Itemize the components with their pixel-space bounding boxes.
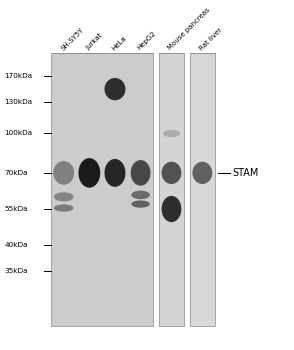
Ellipse shape — [163, 130, 180, 137]
Text: Mouse pancreas: Mouse pancreas — [167, 7, 212, 51]
Ellipse shape — [131, 160, 151, 186]
Ellipse shape — [162, 162, 181, 184]
Text: 130kDa: 130kDa — [4, 99, 32, 105]
Text: 170kDa: 170kDa — [4, 73, 32, 79]
Text: 55kDa: 55kDa — [4, 206, 28, 212]
Ellipse shape — [53, 161, 74, 185]
Ellipse shape — [131, 191, 150, 199]
Text: SH-SY5Y: SH-SY5Y — [59, 26, 84, 51]
Ellipse shape — [54, 192, 74, 202]
Text: 40kDa: 40kDa — [4, 242, 28, 248]
Ellipse shape — [193, 162, 212, 184]
Ellipse shape — [104, 159, 126, 187]
Bar — [190, 53, 215, 326]
Ellipse shape — [104, 78, 126, 100]
Ellipse shape — [162, 196, 181, 222]
Ellipse shape — [78, 158, 100, 188]
Text: 35kDa: 35kDa — [4, 268, 28, 274]
Text: 70kDa: 70kDa — [4, 170, 28, 176]
Text: 100kDa: 100kDa — [4, 131, 32, 137]
Text: Jurkat: Jurkat — [85, 33, 104, 51]
Text: Rat liver: Rat liver — [198, 27, 223, 51]
Text: HeLa: HeLa — [111, 35, 127, 51]
Bar — [159, 53, 184, 326]
Text: HepG2: HepG2 — [136, 30, 157, 51]
Text: STAM: STAM — [233, 168, 259, 178]
Ellipse shape — [131, 201, 150, 208]
Bar — [51, 53, 153, 326]
Ellipse shape — [54, 204, 74, 212]
